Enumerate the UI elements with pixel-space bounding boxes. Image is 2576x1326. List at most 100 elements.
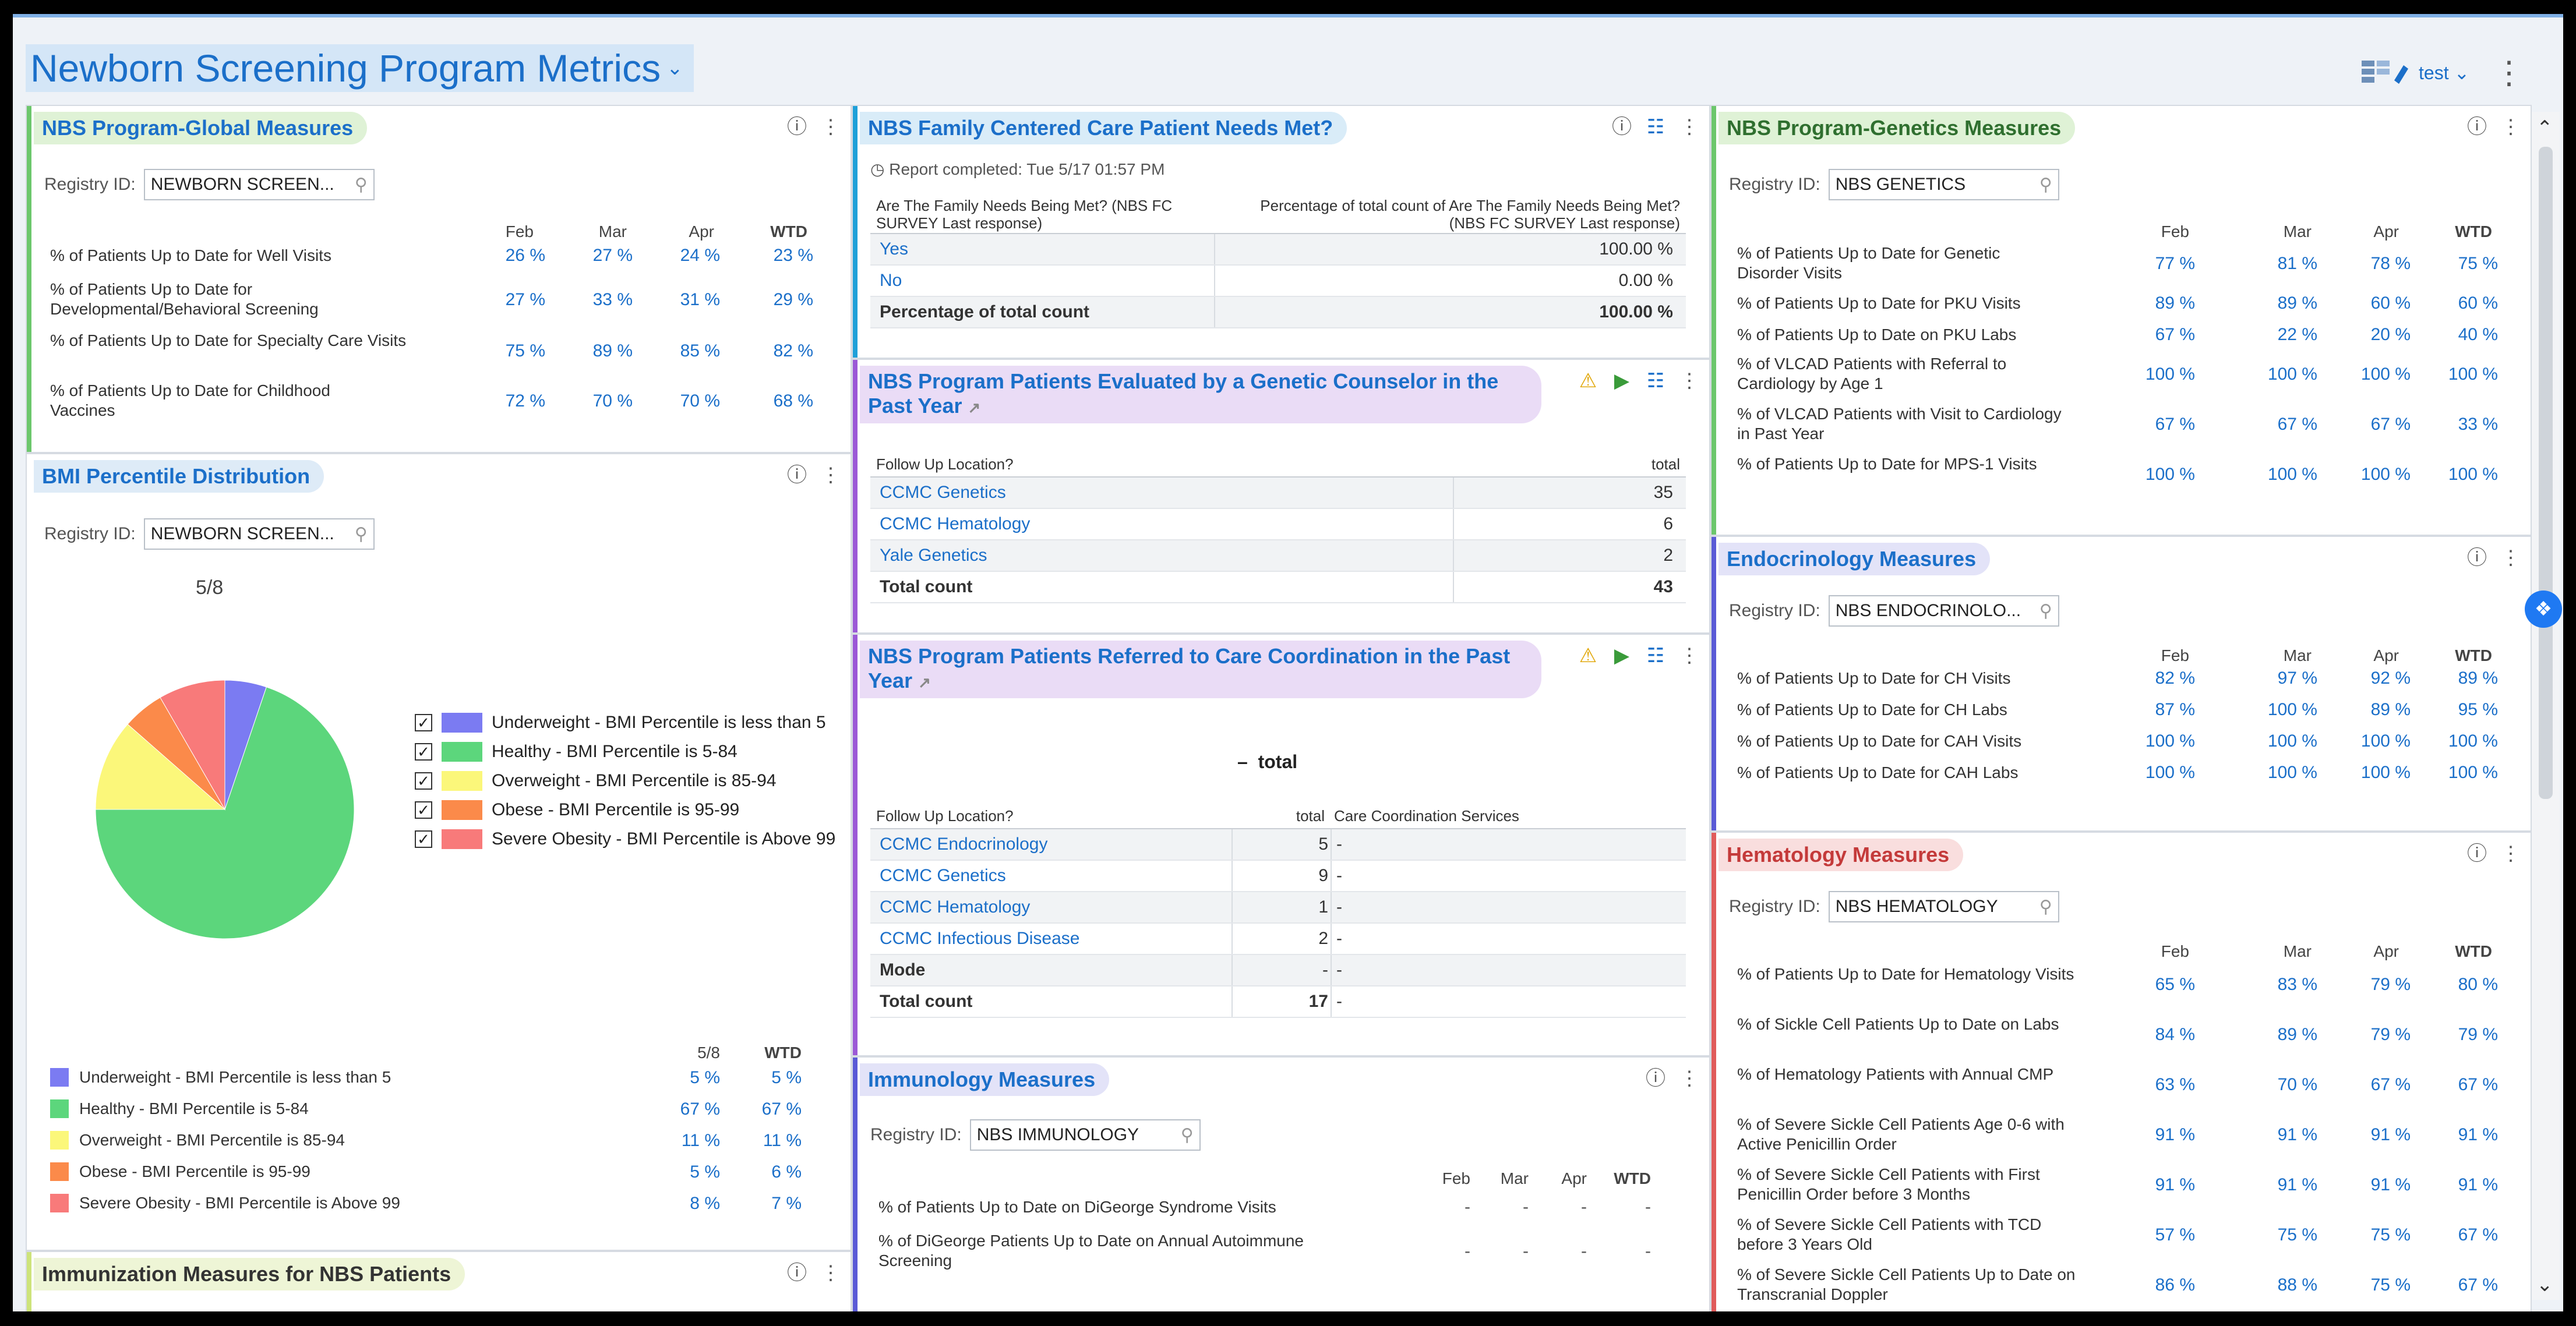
chevron-up-icon[interactable]: ⌃ xyxy=(2536,117,2553,139)
vertical-ellipsis-icon[interactable]: ⋮ xyxy=(1679,1067,1699,1090)
row-label[interactable]: CCMC Hematology xyxy=(880,514,1031,533)
checkbox[interactable]: ✓ xyxy=(415,830,432,848)
table-row[interactable]: CCMC Hematology 6 xyxy=(870,509,1686,540)
metric-value[interactable]: 67 % xyxy=(2370,1075,2411,1094)
metric-value[interactable]: 24 % xyxy=(680,246,720,265)
metric-value[interactable]: 87 % xyxy=(2155,700,2195,719)
metric-value[interactable]: 5 % xyxy=(690,1068,720,1087)
metric-value[interactable]: 22 % xyxy=(2277,325,2317,344)
metric-value[interactable]: 100 % xyxy=(2448,763,2498,782)
metric-value[interactable]: 79 % xyxy=(2458,1025,2498,1044)
checkbox[interactable]: ✓ xyxy=(415,743,432,761)
legend-item[interactable]: ✓ Underweight - BMI Percentile is less th… xyxy=(415,713,826,733)
metric-value[interactable]: 67 % xyxy=(761,1099,802,1119)
user-menu[interactable]: test ⌄ xyxy=(2419,62,2469,84)
metric-value[interactable]: 78 % xyxy=(2370,254,2411,273)
vertical-ellipsis-icon[interactable]: ⋮ xyxy=(1679,370,1699,392)
metric-value[interactable]: 67 % xyxy=(2277,415,2317,434)
metric-value[interactable]: 89 % xyxy=(2370,700,2411,719)
metric-value[interactable]: 100 % xyxy=(2448,731,2498,751)
metric-value[interactable]: 63 % xyxy=(2155,1075,2195,1094)
metric-value[interactable]: 100 % xyxy=(2267,763,2317,782)
metric-value[interactable]: 5 % xyxy=(771,1068,802,1087)
info-icon[interactable]: ⓘ xyxy=(787,464,807,486)
metric-value[interactable]: 70 % xyxy=(592,391,633,411)
metric-value[interactable]: 100 % xyxy=(2267,465,2317,484)
metric-value[interactable]: 33 % xyxy=(592,290,633,309)
metric-value[interactable]: 75 % xyxy=(2277,1225,2317,1244)
metric-value[interactable]: 31 % xyxy=(680,290,720,309)
registry-input[interactable]: NBS ENDOCRINOLO... ⚲ xyxy=(1828,595,2059,627)
metric-value[interactable]: 82 % xyxy=(773,341,813,360)
info-icon[interactable]: ⓘ xyxy=(787,1262,807,1284)
warning-icon[interactable]: ⚠ xyxy=(1579,370,1597,392)
row-label[interactable]: CCMC Endocrinology xyxy=(880,835,1048,854)
row-label[interactable]: Yale Genetics xyxy=(880,546,987,565)
metric-value[interactable]: 88 % xyxy=(2277,1275,2317,1295)
metric-value[interactable]: 89 % xyxy=(2277,294,2317,313)
metric-value[interactable]: 11 % xyxy=(681,1131,720,1150)
play-icon[interactable]: ▶ xyxy=(1614,645,1630,667)
metric-value[interactable]: 91 % xyxy=(2155,1175,2195,1194)
metric-value[interactable]: 89 % xyxy=(2458,669,2498,688)
legend-item[interactable]: ✓ Obese - BMI Percentile is 95-99 xyxy=(415,800,739,820)
metric-value[interactable]: 100 % xyxy=(2448,365,2498,384)
chevron-down-icon[interactable]: ⌄ xyxy=(2536,1274,2553,1296)
vertical-ellipsis-icon[interactable]: ⋮ xyxy=(2501,116,2521,138)
metric-value[interactable]: 100 % xyxy=(2360,365,2411,384)
metric-value[interactable]: 86 % xyxy=(2155,1275,2195,1295)
table-row[interactable]: CCMC Hematology 1- xyxy=(870,892,1686,924)
vertical-ellipsis-icon[interactable]: ⋮ xyxy=(821,116,841,138)
row-label[interactable]: CCMC Hematology xyxy=(880,897,1031,917)
metric-value[interactable]: 60 % xyxy=(2458,294,2498,313)
metric-value[interactable]: 97 % xyxy=(2277,669,2317,688)
legend-item[interactable]: ✓ Overweight - BMI Percentile is 85-94 xyxy=(415,771,777,791)
table-row[interactable]: CCMC Genetics 9- xyxy=(870,861,1686,892)
table-row[interactable]: Yes 100.00 % xyxy=(870,234,1686,266)
vertical-ellipsis-icon[interactable]: ⋮ xyxy=(821,1262,841,1284)
metric-value[interactable]: 79 % xyxy=(2370,1025,2411,1044)
row-label[interactable]: CCMC Genetics xyxy=(880,483,1006,502)
table-row[interactable]: No 0.00 % xyxy=(870,266,1686,297)
metric-value[interactable]: 100 % xyxy=(2145,365,2195,384)
info-icon[interactable]: ⓘ xyxy=(2467,547,2487,569)
play-icon[interactable]: ▶ xyxy=(1614,370,1630,392)
metric-value[interactable]: 75 % xyxy=(2458,254,2498,273)
metric-value[interactable]: 82 % xyxy=(2155,669,2195,688)
display-settings-icon[interactable] xyxy=(2360,57,2411,87)
metric-value[interactable]: 91 % xyxy=(2370,1125,2411,1144)
metric-value[interactable]: 11 % xyxy=(763,1131,802,1150)
bookmark-icon[interactable]: ☷ xyxy=(1646,370,1665,392)
pie-slice-1[interactable] xyxy=(95,687,355,939)
metric-value[interactable]: 23 % xyxy=(773,246,813,265)
metric-value[interactable]: 67 % xyxy=(2370,415,2411,434)
metric-value[interactable]: 91 % xyxy=(2277,1125,2317,1144)
pie-slice-2[interactable] xyxy=(95,723,226,810)
metric-value[interactable]: 20 % xyxy=(2370,325,2411,344)
legend-item[interactable]: ✓ Severe Obesity - BMI Percentile is Abov… xyxy=(415,829,835,849)
metric-value[interactable]: 91 % xyxy=(2370,1175,2411,1194)
metric-value[interactable]: 81 % xyxy=(2277,254,2317,273)
metric-value[interactable]: 89 % xyxy=(2277,1025,2317,1044)
info-icon[interactable]: ⓘ xyxy=(1646,1067,1665,1090)
registry-input[interactable]: NEWBORN SCREEN... ⚲ xyxy=(143,169,375,200)
metric-value[interactable]: 83 % xyxy=(2277,975,2317,994)
metric-value[interactable]: 100 % xyxy=(2448,465,2498,484)
vertical-ellipsis-icon[interactable]: ⋮ xyxy=(2501,547,2521,569)
info-icon[interactable]: ⓘ xyxy=(2467,116,2487,138)
metric-value[interactable]: 68 % xyxy=(773,391,813,411)
metric-value[interactable]: 7 % xyxy=(771,1194,802,1213)
dropbox-icon[interactable]: ❖ xyxy=(2525,590,2562,628)
metric-value[interactable]: 67 % xyxy=(2155,415,2195,434)
metric-value[interactable]: 5 % xyxy=(690,1162,720,1182)
table-row[interactable]: Yale Genetics 2 xyxy=(870,540,1686,572)
vertical-ellipsis-icon[interactable]: ⋮ xyxy=(2501,843,2521,865)
bookmark-icon[interactable]: ☷ xyxy=(1646,116,1665,138)
metric-value[interactable]: 95 % xyxy=(2458,700,2498,719)
metric-value[interactable]: 40 % xyxy=(2458,325,2498,344)
scrollbar-thumb[interactable] xyxy=(2539,147,2553,799)
metric-value[interactable]: 27 % xyxy=(505,290,545,309)
checkbox[interactable]: ✓ xyxy=(415,714,432,731)
table-row[interactable]: CCMC Infectious Disease 2- xyxy=(870,924,1686,955)
vertical-ellipsis-icon[interactable]: ⋮ xyxy=(1679,116,1699,138)
